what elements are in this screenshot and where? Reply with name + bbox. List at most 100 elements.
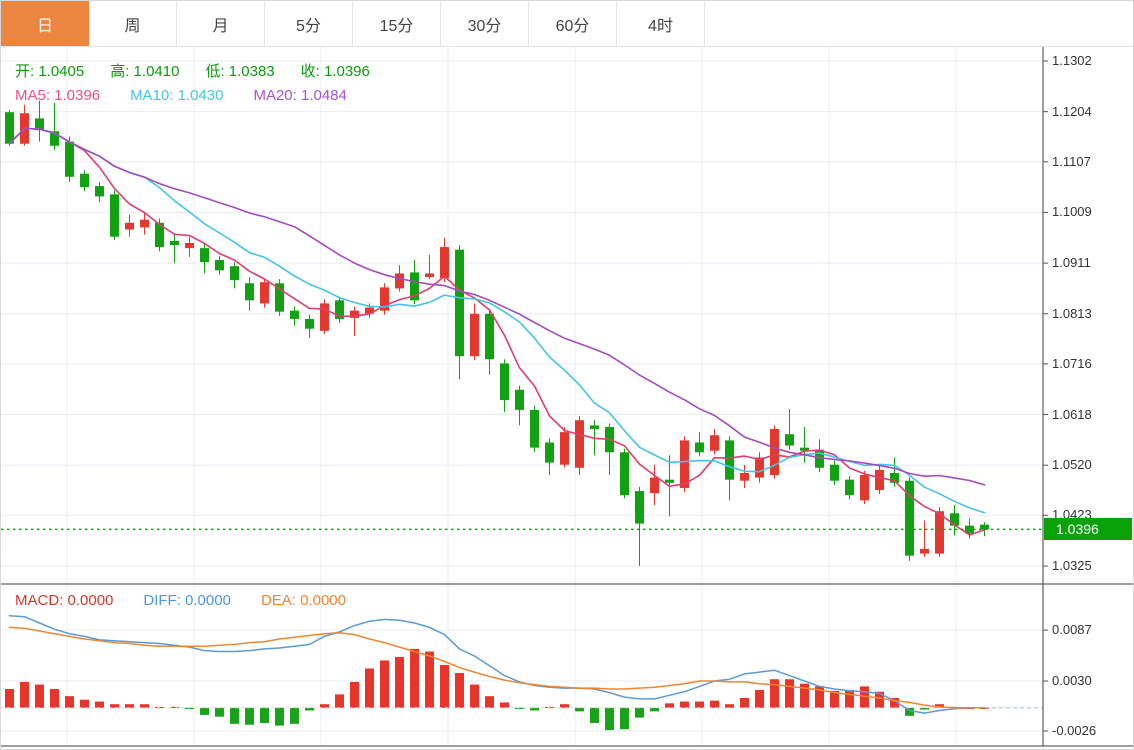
candle-body	[380, 287, 389, 311]
tab-timeframe-5[interactable]: 30分	[441, 1, 529, 46]
macd-row-item-2: DEA: 0.0000	[260, 592, 346, 609]
tab-timeframe-6[interactable]: 60分	[529, 1, 617, 46]
macd-hist-bar	[935, 704, 944, 708]
macd-line	[8, 615, 986, 714]
macd-hist-bar	[140, 704, 149, 708]
candle-body	[785, 434, 794, 446]
candle-body	[155, 222, 164, 248]
macd-hist-bar	[755, 689, 764, 708]
candle-body	[890, 472, 899, 483]
tab-timeframe-0[interactable]: 日	[1, 1, 89, 46]
candle-body	[290, 310, 299, 319]
candle-body	[905, 480, 914, 556]
candle-body	[245, 283, 254, 301]
tab-timeframe-1[interactable]: 周	[89, 1, 177, 46]
macd-hist-bar	[905, 707, 914, 716]
macd-hist-bar	[665, 703, 674, 708]
macd-hist-bar	[350, 681, 359, 708]
candle-body	[320, 303, 329, 331]
macd-hist-bar	[5, 689, 14, 708]
candle-body	[950, 513, 959, 526]
candle-body	[575, 420, 584, 468]
macd-hist-bar	[20, 681, 29, 708]
macd-hist-bar	[320, 704, 329, 708]
candle-body	[800, 447, 809, 451]
ma5-line	[8, 127, 986, 536]
macd-hist-bar	[740, 697, 749, 708]
macd-hist-bar	[920, 707, 929, 710]
macd-hist-bar	[770, 679, 779, 708]
macd-hist-bar	[785, 679, 794, 708]
candle-body	[875, 469, 884, 491]
macd-tick-label: 0.0030	[1052, 673, 1092, 688]
macd-hist-bar	[215, 707, 224, 717]
macd-hist-bar	[530, 707, 539, 711]
macd-row-item-1: DIFF: 0.0000	[143, 592, 231, 609]
candle-body	[305, 318, 314, 329]
macd-hist-bar	[500, 702, 509, 708]
macd-hist-bar	[695, 701, 704, 708]
candle-body	[845, 479, 854, 496]
candle-body	[50, 131, 59, 146]
macd-hist-bar	[410, 648, 419, 708]
macd-hist-bar	[335, 694, 344, 708]
macd-hist-bar	[80, 699, 89, 708]
candle-body	[860, 475, 869, 501]
macd-hist-bar	[380, 660, 389, 708]
macd-hist-bar	[710, 700, 719, 708]
price-tick-label: 1.0911	[1052, 255, 1091, 271]
macd-hist-bar	[635, 707, 644, 718]
macd-hist-bar	[365, 668, 374, 708]
candle-body	[920, 548, 929, 554]
macd-hist-bar	[50, 689, 59, 708]
candle-body	[620, 452, 629, 496]
macd-hist-bar	[110, 704, 119, 708]
candle-body	[95, 186, 104, 197]
macd-hist-bar	[395, 656, 404, 708]
macd-hist-bar	[245, 707, 254, 725]
macd-hist-bar	[680, 701, 689, 708]
macd-hist-bar	[455, 672, 464, 708]
ma10-line	[8, 127, 986, 514]
ohlc-row-item-0: 开: 1.0405	[15, 63, 85, 80]
candle-body	[260, 282, 269, 304]
macd-tick-label: 0.0087	[1052, 622, 1092, 638]
macd-hist-bar	[170, 706, 179, 709]
candle-body	[635, 491, 644, 524]
candle-body	[455, 249, 464, 357]
ma-row-item-0: MA5: 1.0396	[15, 87, 101, 104]
macd-hist-bar	[575, 707, 584, 712]
candle-body	[425, 273, 434, 278]
candle-body	[200, 248, 209, 263]
macd-hist-bar	[650, 707, 659, 712]
macd-hist-bar	[425, 651, 434, 708]
tab-timeframe-2[interactable]: 月	[177, 1, 265, 46]
ohlc-legend: 开: 1.0405 高: 1.0410 低: 1.0383 收: 1.0396	[15, 60, 370, 81]
price-tick-label: 1.1009	[1052, 204, 1092, 220]
tab-timeframe-3[interactable]: 5分	[265, 1, 353, 46]
candle-body	[740, 472, 749, 481]
tab-timeframe-7[interactable]: 4时	[617, 1, 705, 46]
candle-body	[560, 432, 569, 465]
macd-legend: MACD: 0.0000 DIFF: 0.0000 DEA: 0.0000	[15, 592, 346, 609]
candle-body	[515, 389, 524, 410]
macd-hist-bar	[725, 704, 734, 708]
candle-body	[395, 273, 404, 289]
macd-hist-bar	[485, 696, 494, 708]
macd-hist-bar	[125, 704, 134, 708]
macd-hist-bar	[560, 704, 569, 708]
tab-timeframe-4[interactable]: 15分	[353, 1, 441, 46]
macd-hist-bar	[35, 684, 44, 708]
macd-hist-bar	[440, 664, 449, 708]
timeframe-tabbar: 日周月 5分 15分 30分 60分 4时	[1, 1, 1133, 47]
candle-body	[140, 219, 149, 228]
candle-body	[500, 363, 509, 401]
macd-hist-bar	[65, 696, 74, 708]
candle-body	[710, 435, 719, 451]
macd-hist-bar	[875, 691, 884, 708]
ohlc-row-item-2: 低: 1.0383	[205, 63, 275, 80]
candle-body	[110, 194, 119, 237]
candle-body	[755, 457, 764, 478]
